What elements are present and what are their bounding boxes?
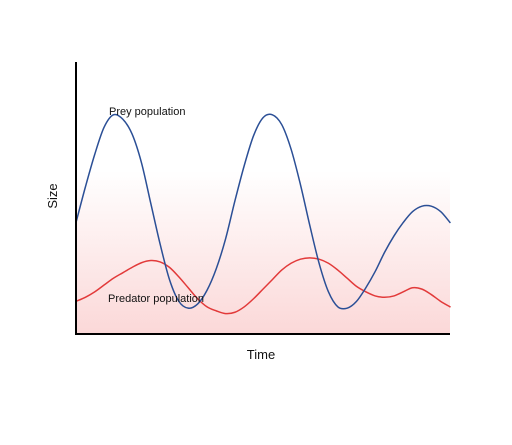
predator-population-line xyxy=(75,257,451,315)
predator-population-label: Predator population xyxy=(108,293,204,305)
prey-population-label: Prey population xyxy=(109,106,185,118)
y-axis-label: Size xyxy=(45,183,60,208)
series-layer xyxy=(75,113,451,315)
prey-population-line xyxy=(75,113,451,310)
x-axis-label: Time xyxy=(247,347,275,362)
